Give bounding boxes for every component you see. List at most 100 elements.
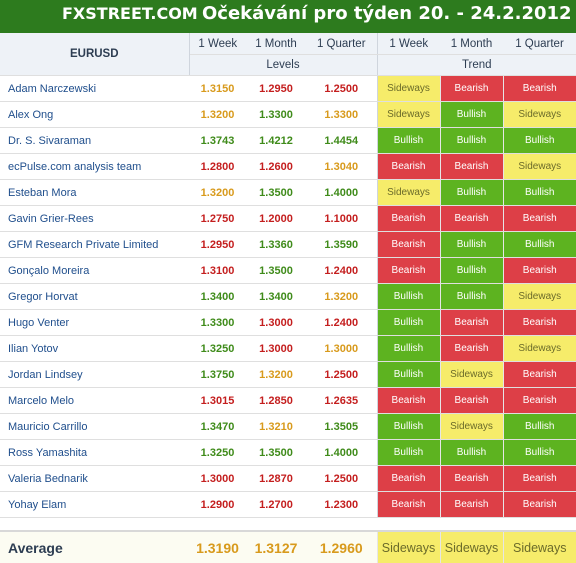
average-row: Average 1.3190 1.3127 1.2960 Sideways Sideway… bbox=[0, 530, 576, 563]
trend-badge: Bearish bbox=[439, 309, 503, 336]
trend-badge: Bearish bbox=[502, 491, 576, 518]
trend-badge: Bearish bbox=[502, 465, 576, 492]
average-label: Average bbox=[0, 530, 189, 563]
table-row: ecPulse.com analysis team 1.2800 1.2600 1.3… bbox=[0, 153, 576, 180]
trend-badge: Bullish bbox=[439, 179, 503, 206]
analyst-name[interactable]: Ross Yamashita bbox=[0, 439, 189, 466]
level-value: 1.2500 bbox=[306, 361, 378, 388]
level-value: 1.2950 bbox=[246, 75, 306, 102]
header-row-groups: Levels Trend bbox=[0, 54, 576, 76]
levels-group-header: Levels bbox=[189, 54, 378, 76]
table-row: Marcelo Melo 1.3015 1.2850 1.2635 Bearish Bea… bbox=[0, 387, 576, 414]
levels-period-week: 1 Week bbox=[189, 33, 246, 55]
header-row-periods: EURUSD 1 Week 1 Month 1 Quarter 1 Week 1… bbox=[0, 33, 576, 76]
average-trend-badge: Sideways bbox=[376, 530, 440, 563]
level-value: 1.2000 bbox=[246, 205, 306, 232]
trend-badge: Bullish bbox=[376, 335, 440, 362]
fxstreet-logo[interactable]: FXSTREET.COM bbox=[62, 4, 198, 23]
trend-badge: Bearish bbox=[502, 361, 576, 388]
trend-badge: Bearish bbox=[376, 257, 440, 284]
trend-badge: Bearish bbox=[439, 335, 503, 362]
trend-badge: Bullish bbox=[376, 361, 440, 388]
trend-badge: Bearish bbox=[502, 387, 576, 414]
analyst-name[interactable]: Ilian Yotov bbox=[0, 335, 189, 362]
level-value: 1.3500 bbox=[246, 439, 306, 466]
trend-badge: Bearish bbox=[376, 387, 440, 414]
trend-badge: Sideways bbox=[376, 179, 440, 206]
table-row: Esteban Mora 1.3200 1.3500 1.4000 Sideways Bu… bbox=[0, 179, 576, 206]
table-row: Valeria Bednarik 1.3000 1.2870 1.2500 Bearis… bbox=[0, 465, 576, 492]
level-value: 1.3015 bbox=[189, 387, 246, 414]
table-row: Ilian Yotov 1.3250 1.3000 1.3000 Bullish Bear… bbox=[0, 335, 576, 362]
trend-badge: Bearish bbox=[502, 309, 576, 336]
analyst-name[interactable]: Esteban Mora bbox=[0, 179, 189, 206]
analyst-name[interactable]: GFM Research Private Limited bbox=[0, 231, 189, 258]
level-value: 1.2850 bbox=[246, 387, 306, 414]
table-row: Gonçalo Moreira 1.3100 1.3500 1.2400 Bearish… bbox=[0, 257, 576, 284]
analyst-name[interactable]: Gavin Grier-Rees bbox=[0, 205, 189, 232]
table-row: Jordan Lindsey 1.3750 1.3200 1.2500 Bullish S… bbox=[0, 361, 576, 388]
trend-badge: Sideways bbox=[502, 283, 576, 310]
analyst-name[interactable]: Adam Narczewski bbox=[0, 75, 189, 102]
levels-period-month: 1 Month bbox=[246, 33, 306, 55]
level-value: 1.3300 bbox=[246, 101, 306, 128]
trend-badge: Bullish bbox=[439, 231, 503, 258]
level-value: 1.3743 bbox=[189, 127, 246, 154]
analyst-name[interactable]: Yohay Elam bbox=[0, 491, 189, 518]
analyst-name[interactable]: Gonçalo Moreira bbox=[0, 257, 189, 284]
level-value: 1.2500 bbox=[306, 75, 378, 102]
level-value: 1.3750 bbox=[189, 361, 246, 388]
level-value: 1.3200 bbox=[306, 283, 378, 310]
trend-badge: Bearish bbox=[439, 153, 503, 180]
forecast-table: EURUSD 1 Week 1 Month 1 Quarter 1 Week 1… bbox=[0, 33, 576, 563]
level-value: 1.3505 bbox=[306, 413, 378, 440]
level-value: 1.3500 bbox=[246, 179, 306, 206]
trend-badge: Bullish bbox=[439, 439, 503, 466]
analyst-name[interactable]: ecPulse.com analysis team bbox=[0, 153, 189, 180]
level-value: 1.3000 bbox=[306, 335, 378, 362]
level-value: 1.3300 bbox=[306, 101, 378, 128]
analyst-name[interactable]: Dr. S. Sivaraman bbox=[0, 127, 189, 154]
table-row: Yohay Elam 1.2900 1.2700 1.2300 Bearish Beari… bbox=[0, 491, 576, 518]
level-value: 1.3210 bbox=[246, 413, 306, 440]
level-value: 1.3250 bbox=[189, 335, 246, 362]
trend-badge: Bullish bbox=[502, 439, 576, 466]
trend-badge: Bearish bbox=[376, 205, 440, 232]
level-value: 1.3150 bbox=[189, 75, 246, 102]
page-title: Očekávání pro týden 20. - 24.2.2012 bbox=[202, 3, 572, 24]
currency-pair: EURUSD bbox=[0, 33, 190, 76]
level-value: 1.4454 bbox=[306, 127, 378, 154]
spacer-cell bbox=[0, 517, 576, 531]
level-value: 1.3590 bbox=[306, 231, 378, 258]
level-value: 1.3500 bbox=[246, 257, 306, 284]
level-value: 1.3250 bbox=[189, 439, 246, 466]
trend-badge: Bearish bbox=[502, 205, 576, 232]
analyst-name[interactable]: Valeria Bednarik bbox=[0, 465, 189, 492]
analyst-name[interactable]: Mauricio Carrillo bbox=[0, 413, 189, 440]
level-value: 1.3000 bbox=[246, 335, 306, 362]
table-row: Mauricio Carrillo 1.3470 1.3210 1.3505 Bulli… bbox=[0, 413, 576, 440]
level-value: 1.1000 bbox=[306, 205, 378, 232]
level-value: 1.3400 bbox=[189, 283, 246, 310]
level-value: 1.2870 bbox=[246, 465, 306, 492]
trend-badge: Bearish bbox=[376, 153, 440, 180]
analyst-name[interactable]: Alex Ong bbox=[0, 101, 189, 128]
trend-badge: Bearish bbox=[502, 257, 576, 284]
level-value: 1.2700 bbox=[246, 491, 306, 518]
trend-group-header: Trend bbox=[377, 54, 576, 76]
analyst-name[interactable]: Hugo Venter bbox=[0, 309, 189, 336]
analyst-name[interactable]: Jordan Lindsey bbox=[0, 361, 189, 388]
trend-period-quarter: 1 Quarter bbox=[503, 33, 576, 55]
trend-badge: Bearish bbox=[439, 387, 503, 414]
analyst-name[interactable]: Marcelo Melo bbox=[0, 387, 189, 414]
average-trend-badge: Sideways bbox=[439, 530, 503, 563]
level-value: 1.4000 bbox=[306, 179, 378, 206]
table-row: Adam Narczewski 1.3150 1.2950 1.2500 Sideway… bbox=[0, 75, 576, 102]
analyst-name[interactable]: Gregor Horvat bbox=[0, 283, 189, 310]
table-row: Gregor Horvat 1.3400 1.3400 1.3200 Bullish Bu… bbox=[0, 283, 576, 310]
trend-badge: Bearish bbox=[439, 205, 503, 232]
level-value: 1.2900 bbox=[189, 491, 246, 518]
level-value: 1.2750 bbox=[189, 205, 246, 232]
level-value: 1.2950 bbox=[189, 231, 246, 258]
table-row: Ross Yamashita 1.3250 1.3500 1.4000 Bullish B… bbox=[0, 439, 576, 466]
